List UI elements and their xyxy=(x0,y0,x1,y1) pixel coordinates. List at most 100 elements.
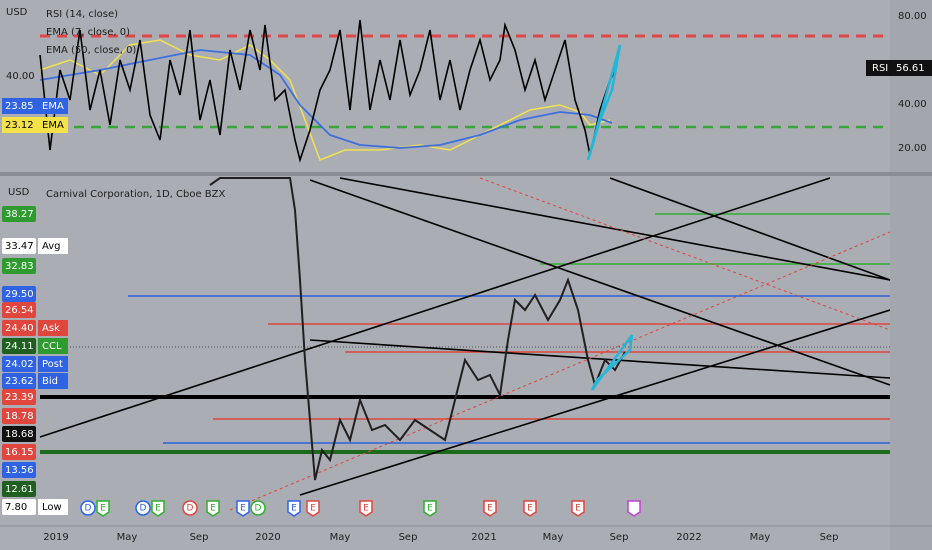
axis-label: 40.00 xyxy=(898,99,927,110)
price-tag xyxy=(2,499,36,515)
axis-label: USD xyxy=(6,7,28,18)
earnings-marker xyxy=(627,500,641,517)
event-letter: E xyxy=(100,504,106,514)
event-letter: D xyxy=(255,504,262,514)
ema-slow-line xyxy=(39,49,613,149)
trend-line xyxy=(609,177,891,281)
rsi-tag-name: RSI xyxy=(872,63,888,74)
tag-note-box xyxy=(38,499,68,515)
tag-note-box xyxy=(38,338,68,354)
axis-label: 40.00 xyxy=(6,71,35,82)
tag-price: 26.54 xyxy=(5,305,34,316)
tag-note-box xyxy=(38,356,68,372)
currency: USD xyxy=(8,187,30,198)
tag-note-box xyxy=(38,373,68,389)
price-tag xyxy=(2,444,36,460)
price-tag xyxy=(2,389,36,405)
earnings-marker xyxy=(523,500,537,517)
tag-price: 13.56 xyxy=(5,465,34,476)
earnings-marker xyxy=(236,500,250,517)
price-tag xyxy=(2,481,36,497)
event-letter: E xyxy=(155,504,161,514)
tag-price: 24.11 xyxy=(5,341,34,352)
time-label: May xyxy=(750,532,771,543)
event-letter: D xyxy=(187,504,194,514)
price-tag xyxy=(2,408,36,424)
dividend-marker xyxy=(135,500,151,516)
tag-note: Post xyxy=(42,359,63,370)
tag-price: 18.78 xyxy=(5,411,34,422)
tag-price: 23.39 xyxy=(5,392,34,403)
time-label: May xyxy=(117,532,138,543)
ema-tag xyxy=(2,117,68,133)
indicator-legend: EMA (7, close, 0) xyxy=(46,27,130,38)
trend-line xyxy=(299,309,891,496)
event-letter: E xyxy=(363,504,369,514)
tag-price: 24.02 xyxy=(5,359,34,370)
tag-note: CCL xyxy=(42,341,62,352)
event-letter: E xyxy=(240,504,246,514)
dividend-marker xyxy=(182,500,198,516)
tag-price: 16.15 xyxy=(5,447,34,458)
rsi-wedge xyxy=(586,44,622,161)
axis-label: 20.00 xyxy=(898,143,927,154)
price-tag xyxy=(2,320,36,336)
tag-price: 24.40 xyxy=(5,323,34,334)
tag-note: Bid xyxy=(42,376,58,387)
dividend-marker xyxy=(250,500,266,516)
price-tag xyxy=(2,426,36,442)
event-letter: E xyxy=(427,504,433,514)
event-letter: D xyxy=(140,504,147,514)
tag-price: 7.80 xyxy=(5,502,27,513)
tag-note-box xyxy=(38,320,68,336)
time-label: 2022 xyxy=(676,532,701,543)
price-tag xyxy=(2,373,36,389)
tag-price: 38.27 xyxy=(5,209,34,220)
earnings-marker xyxy=(359,500,373,517)
axis-label: 80.00 xyxy=(898,11,927,22)
price-wedge xyxy=(590,334,634,391)
time-label: Sep xyxy=(820,532,839,543)
dividend-marker xyxy=(80,500,96,516)
tag-note: Low xyxy=(42,502,62,513)
earnings-marker xyxy=(483,500,497,517)
tag-price: 23.12 xyxy=(5,120,34,131)
event-letter: E xyxy=(527,504,533,514)
tag-price: 18.68 xyxy=(5,429,34,440)
right-axis xyxy=(890,0,932,550)
rsi-tag xyxy=(866,60,932,76)
trend-line xyxy=(309,339,891,379)
event-letter: D xyxy=(85,504,92,514)
tag-note-box xyxy=(38,238,68,254)
event-letter: E xyxy=(575,504,581,514)
price-tag xyxy=(2,462,36,478)
rsi-tag-value: 56.61 xyxy=(896,63,925,74)
earnings-marker xyxy=(306,500,320,517)
time-label: Sep xyxy=(399,532,418,543)
tag-price: 12.61 xyxy=(5,484,34,495)
earnings-marker xyxy=(206,500,220,517)
time-label: 2019 xyxy=(43,532,68,543)
event-letter: E xyxy=(291,504,297,514)
event-letter: E xyxy=(487,504,493,514)
dashed-line xyxy=(479,177,891,331)
time-label: Sep xyxy=(610,532,629,543)
trend-line xyxy=(309,179,891,386)
price-tag xyxy=(2,286,36,302)
time-label: May xyxy=(330,532,351,543)
earnings-marker xyxy=(151,500,165,517)
tag-price: 23.62 xyxy=(5,376,34,387)
event-letter: E xyxy=(210,504,216,514)
price-tag xyxy=(2,258,36,274)
tag-price: 33.47 xyxy=(5,241,34,252)
indicator-legend: EMA (50, close, 0) xyxy=(46,45,136,56)
trend-line xyxy=(339,177,891,281)
symbol-legend: Carnival Corporation, 1D, Cboe BZX xyxy=(46,189,226,200)
earnings-marker xyxy=(571,500,585,517)
rsi-line xyxy=(39,19,617,163)
price-tag xyxy=(2,338,36,354)
ema-fast-line xyxy=(39,39,611,161)
tag-note: Ask xyxy=(42,323,60,334)
